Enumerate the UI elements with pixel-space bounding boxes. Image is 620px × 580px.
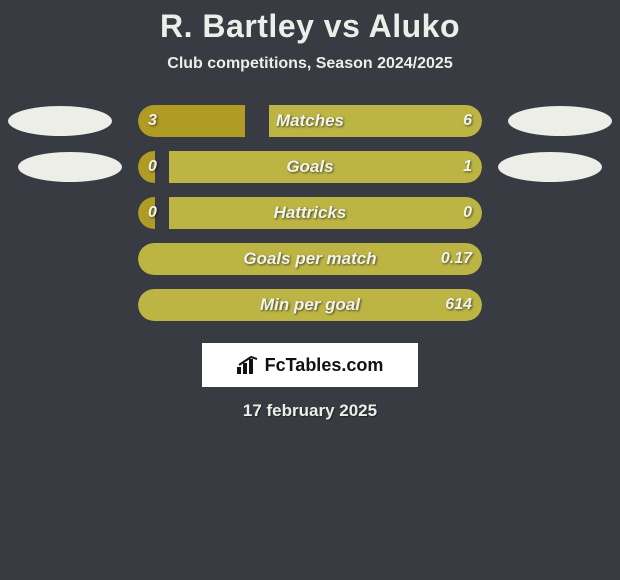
stat-value-right: 0.17 [441,243,472,275]
player-left-marker [8,106,112,136]
subtitle: Club competitions, Season 2024/2025 [0,55,620,73]
logo-text: FcTables.com [265,355,384,376]
stat-value-right: 1 [463,151,472,183]
stat-label: Hattricks [138,197,482,229]
stat-value-left: 0 [148,151,157,183]
comparison-infographic: R. Bartley vs Aluko Club competitions, S… [0,0,620,421]
page-title: R. Bartley vs Aluko [0,8,620,45]
stat-value-right: 0 [463,197,472,229]
stat-row: Goals per match0.17 [0,241,620,287]
stat-row: Hattricks0 0 [0,195,620,241]
stat-label: Goals per match [138,243,482,275]
fctables-logo: FcTables.com [202,343,418,387]
stat-row: Min per goal614 [0,287,620,333]
player-left-marker [18,152,122,182]
stat-row: Goals0 1 [0,149,620,195]
date: 17 february 2025 [0,401,620,421]
stat-value-right: 614 [445,289,472,321]
stat-row: Matches3 6 [0,103,620,149]
stats-list: Matches36Goals01Hattricks00Goals per mat… [0,103,620,333]
stat-label: Matches [138,105,482,137]
stat-value-left: 0 [148,197,157,229]
stat-label: Goals [138,151,482,183]
stat-label: Min per goal [138,289,482,321]
stat-value-left: 3 [148,105,157,137]
player-right-marker [498,152,602,182]
stat-value-right: 6 [463,105,472,137]
chart-icon [237,356,259,374]
player-right-marker [508,106,612,136]
